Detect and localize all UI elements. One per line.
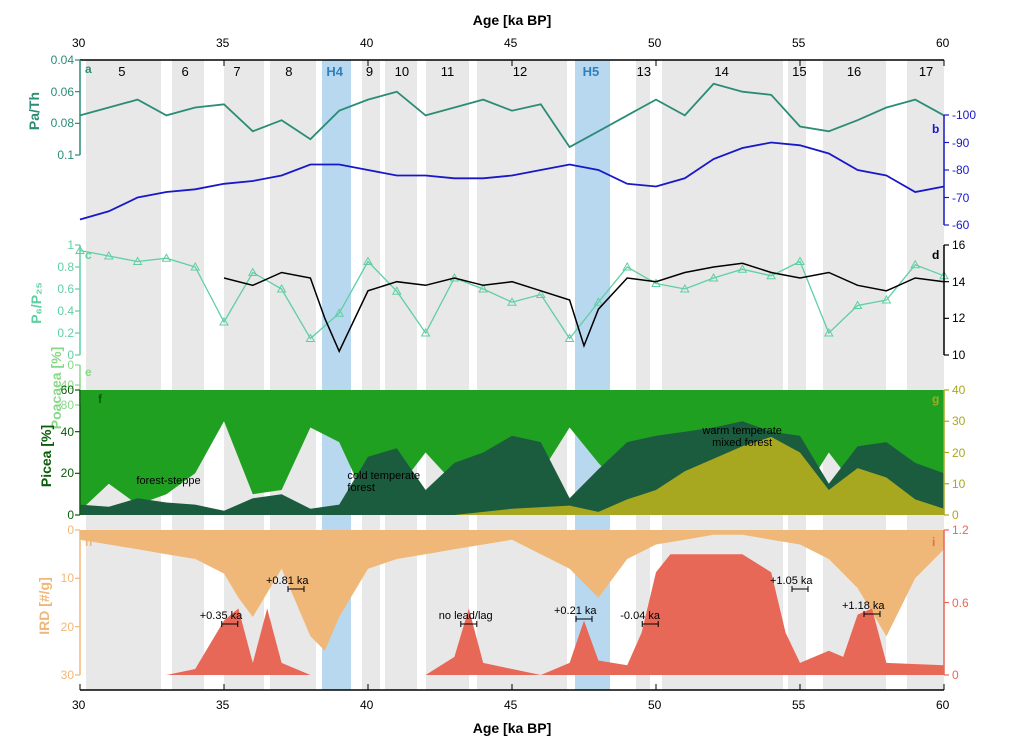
y-tick-g_carpinus: 10	[952, 477, 965, 491]
panel-letter-d: d	[932, 248, 939, 262]
x-tick-top: 55	[792, 36, 805, 50]
annotation-leadlag-1: +0.81 ka	[266, 575, 309, 587]
y-tick-c_p6p25: 0.2	[40, 326, 74, 340]
x-tick-bottom: 45	[504, 698, 517, 712]
y-tick-i_speleo: 0	[952, 668, 959, 682]
panel-letter-g: g	[932, 392, 939, 406]
y-tick-d_sst: 16	[952, 238, 965, 252]
x-tick-top: 30	[72, 36, 85, 50]
plot-area: 567891011121314151617 H4H5 forest-steppe…	[80, 60, 944, 690]
annotation-leadlag-5: +1.05 ka	[770, 575, 813, 587]
annotation-leadlag-3: +0.21 ka	[554, 605, 597, 617]
panel-letter-h: h	[85, 535, 92, 549]
y-tick-a_pa_th: 0.04	[40, 53, 74, 67]
panel-letter-c: c	[85, 248, 92, 262]
panel-letter-e: e	[85, 365, 92, 379]
line-sealevel	[80, 143, 944, 220]
line-pa-th	[80, 84, 944, 147]
y-tick-c_p6p25: 0.4	[40, 304, 74, 318]
area-ird	[80, 530, 944, 651]
x-tick-top: 45	[504, 36, 517, 50]
y-tick-b_sealevel: -70	[952, 191, 969, 205]
y-tick-a_pa_th: 0.06	[40, 85, 74, 99]
y-tick-i_speleo: 0.6	[952, 596, 969, 610]
panel-letter-a: a	[85, 62, 92, 76]
x-tick-top: 60	[936, 36, 949, 50]
y-tick-d_sst: 12	[952, 311, 965, 325]
y-tick-b_sealevel: -100	[952, 108, 976, 122]
y-tick-h_ird: 0	[40, 523, 74, 537]
y-tick-g_carpinus: 40	[952, 383, 965, 397]
y-tick-h_ird: 10	[40, 571, 74, 585]
annotation-forest-steppe: forest-steppe	[136, 475, 200, 487]
y-tick-g_carpinus: 20	[952, 446, 965, 460]
y-tick-f_picea: 40	[40, 425, 74, 439]
y-tick-d_sst: 14	[952, 275, 965, 289]
y-tick-d_sst: 10	[952, 348, 965, 362]
line-sst	[224, 263, 944, 351]
y-tick-c_p6p25: 1	[40, 238, 74, 252]
y-tick-b_sealevel: -60	[952, 218, 969, 232]
panel-letter-b: b	[932, 122, 939, 136]
y-tick-i_speleo: 1.2	[952, 523, 969, 537]
x-tick-bottom: 40	[360, 698, 373, 712]
annotation-warm-temperate: warm temperatemixed forest	[702, 425, 781, 449]
y-tick-e_poaceae: 80	[40, 398, 74, 412]
chart-svg	[80, 60, 944, 690]
x-tick-top: 35	[216, 36, 229, 50]
y-tick-c_p6p25: 0.6	[40, 282, 74, 296]
x-tick-top: 50	[648, 36, 661, 50]
x-tick-bottom: 50	[648, 698, 661, 712]
x-axis-label-top: Age [ka BP]	[473, 12, 552, 28]
y-tick-b_sealevel: -90	[952, 136, 969, 150]
y-tick-e_poaceae: 0	[40, 358, 74, 372]
y-tick-c_p6p25: 0.8	[40, 260, 74, 274]
y-tick-g_carpinus: 0	[952, 508, 959, 522]
annotation-leadlag-2: no lead/lag	[439, 610, 493, 622]
y-tick-g_carpinus: 30	[952, 414, 965, 428]
panel-letter-f: f	[98, 392, 102, 406]
annotation-leadlag-4: -0.04 ka	[620, 610, 660, 622]
x-tick-top: 40	[360, 36, 373, 50]
x-tick-bottom: 35	[216, 698, 229, 712]
y-tick-f_picea: 60	[40, 383, 74, 397]
y-tick-h_ird: 30	[40, 668, 74, 682]
line-p6p25	[80, 251, 944, 339]
x-tick-bottom: 30	[72, 698, 85, 712]
y-tick-b_sealevel: -80	[952, 163, 969, 177]
y-tick-h_ird: 20	[40, 620, 74, 634]
annotation-leadlag-6: +1.18 ka	[842, 600, 885, 612]
x-tick-bottom: 60	[936, 698, 949, 712]
y-tick-f_picea: 20	[40, 466, 74, 480]
y-tick-f_picea: 0	[40, 508, 74, 522]
panel-letter-i: i	[932, 535, 935, 549]
y-tick-a_pa_th: 0.1	[40, 148, 74, 162]
annotation-cold-temperate: cold temperateforest	[347, 470, 420, 494]
annotation-leadlag-0: +0.35 ka	[200, 610, 243, 622]
x-tick-bottom: 55	[792, 698, 805, 712]
y-tick-a_pa_th: 0.08	[40, 116, 74, 130]
x-axis-label-bottom: Age [ka BP]	[473, 720, 552, 736]
